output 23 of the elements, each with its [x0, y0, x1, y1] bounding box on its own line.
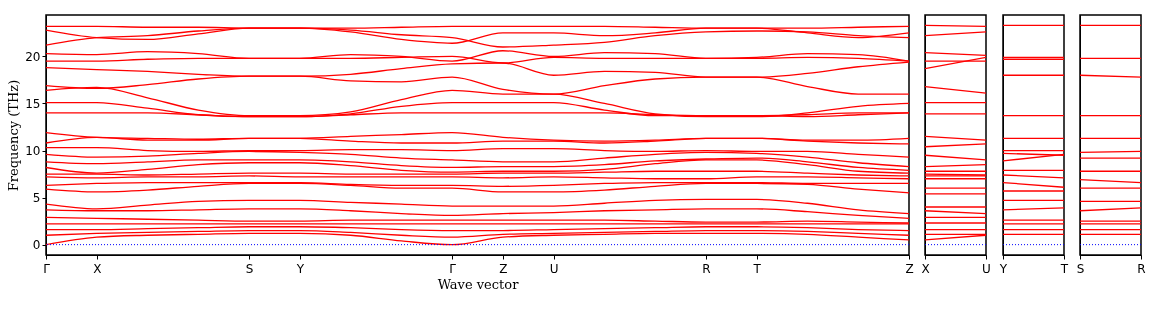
x-tick-label: U — [982, 261, 991, 276]
x-tick-label: X — [921, 261, 930, 276]
x-tick-label: S — [245, 261, 254, 276]
x-tick-label: Z — [905, 261, 914, 276]
y-tick-label: 5 — [32, 191, 41, 206]
x-tick-label: Y — [998, 261, 1008, 276]
x-tick-label: R — [702, 261, 711, 276]
x-tick-label: Z — [499, 261, 508, 276]
x-tick-label: Γ — [43, 261, 51, 276]
x-tick-label: R — [1137, 261, 1146, 276]
x-tick-label: U — [549, 261, 559, 276]
x-tick-label: Γ — [449, 261, 457, 276]
x-tick-label: S — [1076, 261, 1085, 276]
y-axis-title: Frequency (THz) — [6, 79, 22, 192]
y-tick-label: 10 — [25, 144, 41, 159]
x-tick-label: T — [1059, 261, 1069, 276]
x-axis-title: Wave vector — [437, 276, 520, 292]
x-tick-label: Y — [295, 261, 305, 276]
x-tick-label: X — [93, 261, 102, 276]
y-tick-label: 15 — [25, 96, 41, 111]
y-tick-label: 0 — [32, 238, 41, 253]
y-tick-label: 20 — [25, 49, 41, 64]
x-tick-label: T — [752, 261, 762, 276]
